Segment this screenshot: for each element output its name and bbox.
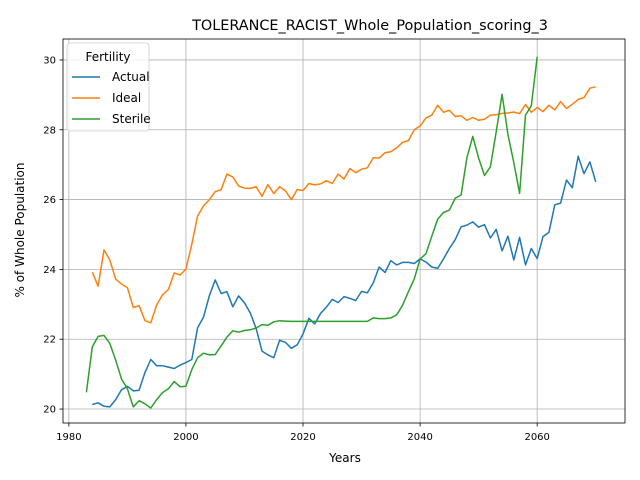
y-tick-label: 22	[43, 335, 56, 346]
legend-label-actual: Actual	[112, 70, 150, 84]
x-axis-ticks: 1980 2000 2020 2040 2060	[56, 423, 550, 443]
series-lines	[85, 56, 597, 409]
x-tick-label: 2020	[290, 432, 315, 443]
y-tick-label: 26	[43, 195, 56, 206]
x-tick-label: 2040	[407, 432, 432, 443]
legend-label-sterile: Sterile	[112, 112, 151, 126]
series-line-sterile	[85, 56, 538, 409]
x-tick-label: 2000	[173, 432, 198, 443]
y-axis-label: % of Whole Population	[13, 163, 27, 298]
y-axis-ticks: 20 22 24 26 28 30	[43, 55, 63, 416]
chart-title: TOLERANCE_RACIST_Whole_Population_scorin…	[191, 18, 548, 34]
plot-area-frame	[62, 38, 626, 424]
y-tick-label: 24	[43, 265, 56, 276]
x-tick-label: 1980	[56, 432, 81, 443]
legend-title: Fertility	[85, 50, 130, 64]
x-tick-label: 2060	[524, 432, 549, 443]
legend-label-ideal: Ideal	[112, 91, 141, 105]
y-tick-label: 20	[43, 405, 56, 416]
x-axis-label: Years	[328, 451, 361, 465]
y-tick-label: 30	[43, 55, 56, 66]
grid-lines	[63, 39, 625, 423]
series-line-ideal	[91, 86, 596, 324]
legend: Fertility Actual Ideal Sterile	[66, 42, 151, 132]
legend-box	[66, 42, 150, 132]
legend-items: Actual Ideal Sterile	[72, 70, 151, 126]
y-tick-label: 28	[43, 125, 56, 136]
series-line-actual	[92, 155, 597, 408]
